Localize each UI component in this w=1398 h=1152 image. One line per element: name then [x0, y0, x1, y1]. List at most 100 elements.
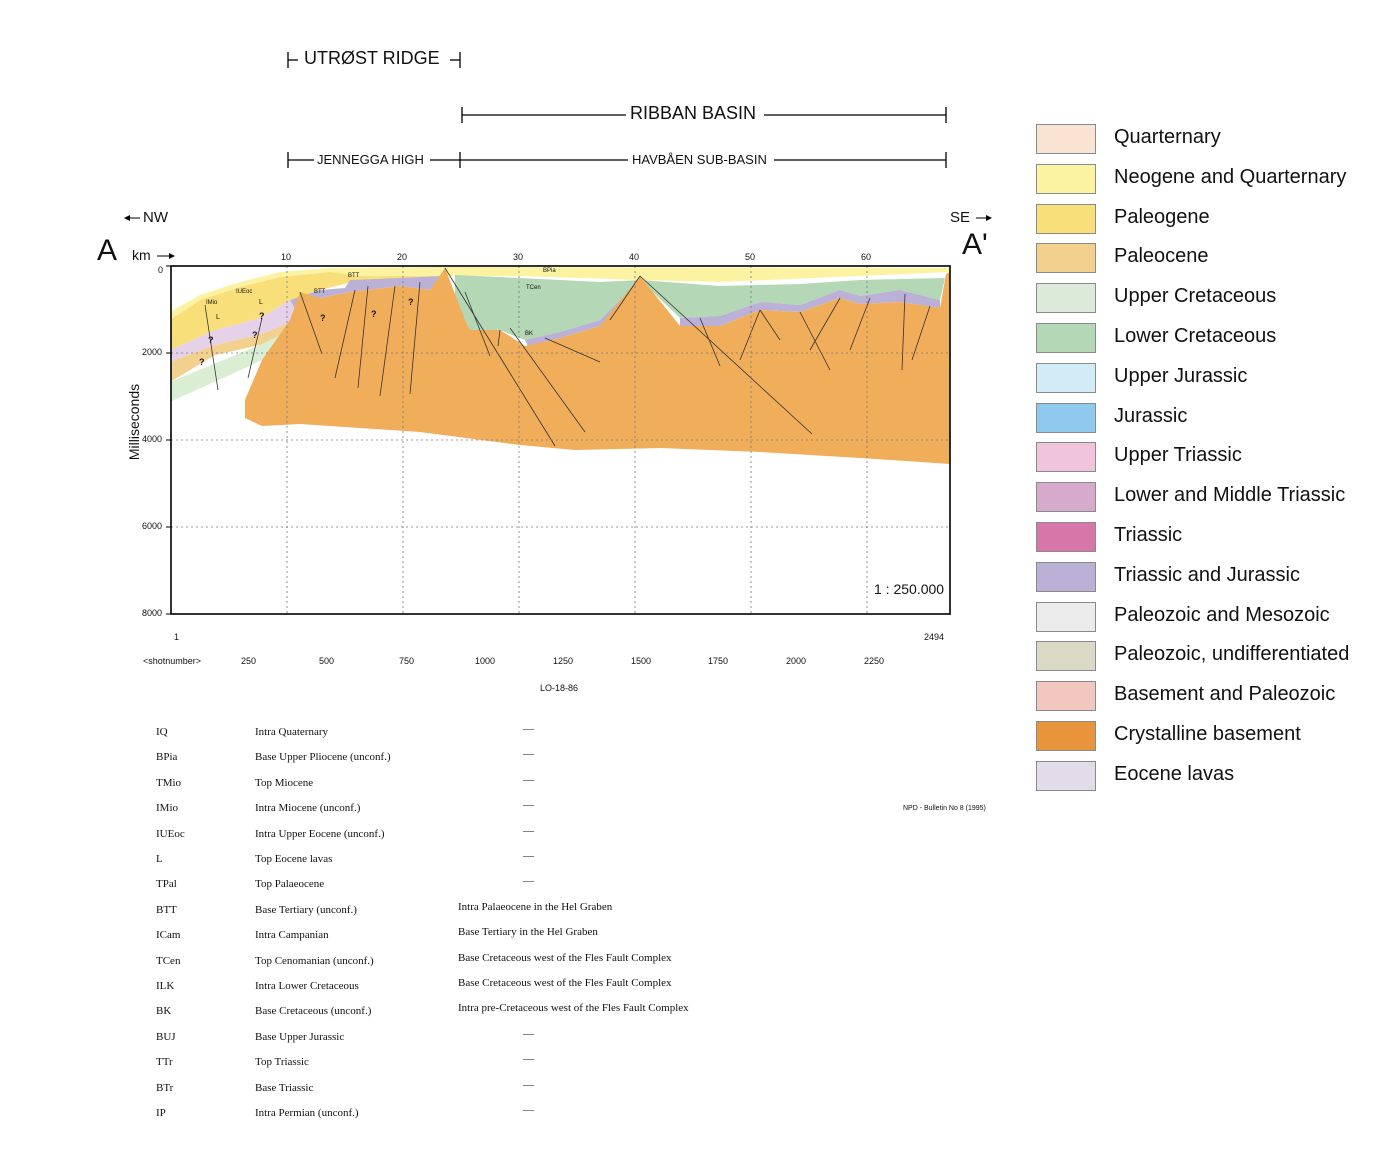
horizon-name: Intra Upper Eocene (unconf.) [255, 827, 385, 840]
horizon-note: Base Cretaceous west of the Fles Fault C… [458, 951, 672, 964]
horizon-code: L [156, 853, 163, 865]
legend-label: Basement and Paleozoic [1114, 683, 1336, 706]
horizon-name: Top Eocene lavas [255, 853, 333, 865]
legend-item: Jurassic [1036, 401, 1396, 433]
section-start-label: A [97, 234, 118, 267]
legend-item: Paleocene [1036, 241, 1396, 274]
legend-label: Paleogene [1114, 205, 1210, 228]
horizon-code: TCen [156, 954, 181, 967]
horizon-note: — [523, 1078, 534, 1091]
shot-tick: 2250 [864, 656, 885, 666]
legend-item: Paleozoic and Mesozoic [1036, 600, 1396, 632]
grid [171, 266, 950, 614]
shot-tick: 1500 [631, 656, 652, 666]
nw-label: NW [143, 209, 168, 226]
jennegga-high-label: JENNEGGA HIGH [317, 152, 424, 167]
shot-last: 2494 [924, 632, 945, 642]
horizon-note: Base Cretaceous west of the Fles Fault C… [458, 977, 672, 989]
legend-label: Upper Cretaceous [1114, 285, 1277, 308]
l-tag: L [216, 314, 220, 321]
legend-swatch [1036, 163, 1096, 194]
horizon-code: BTr [156, 1081, 174, 1094]
header-bars [124, 52, 992, 221]
question-tag: ? [208, 335, 214, 345]
horizon-note: — [523, 1104, 534, 1116]
horizon-note: — [523, 723, 534, 735]
legend-swatch [1036, 641, 1096, 672]
legend-swatch [1036, 522, 1096, 552]
horizon-code: BTT [156, 903, 177, 916]
legend-swatch [1036, 561, 1096, 592]
horizon-note: — [523, 1053, 534, 1066]
l-tag: L [259, 299, 263, 306]
horizon-code: ICam [156, 929, 181, 942]
triassic-jurassic-c [290, 276, 440, 318]
horizon-code: IQ [156, 726, 168, 738]
utrost-ridge-label: UTRØST RIDGE [304, 48, 440, 68]
legend-item: Upper Jurassic [1036, 361, 1396, 393]
horizon-note: Base Tertiary in the Hel Graben [458, 926, 598, 939]
horizon-name: Base Triassic [255, 1081, 314, 1094]
shot-tick: 1250 [553, 656, 574, 666]
legend-swatch [1036, 482, 1096, 513]
fault-lines [204, 267, 931, 447]
km-tick: 40 [629, 252, 640, 262]
horizon-code: TMio [156, 776, 182, 789]
shot-tick: 1750 [708, 656, 729, 666]
legend-label: Upper Triassic [1114, 444, 1242, 467]
cross-section [166, 265, 951, 615]
question-tag: ? [252, 330, 258, 340]
horizon-code: IUEoc [156, 827, 185, 840]
btt-tag: BTT [348, 273, 360, 279]
horizon-code: BUJ [156, 1030, 176, 1043]
shot-tick: 1000 [475, 656, 496, 666]
bpia-tag: BPia [543, 268, 556, 274]
horizon-name: Intra Quaternary [255, 726, 328, 738]
horizon-note: — [523, 875, 534, 888]
legend-label: Paleozoic and Mesozoic [1114, 603, 1330, 626]
ms-tick: 2000 [142, 347, 163, 357]
horizon-name: Intra Miocene (unconf.) [255, 802, 361, 815]
km-tick: 60 [861, 252, 872, 262]
horizon-note: Intra pre-Cretaceous west of the Fles Fa… [458, 1002, 689, 1015]
legend-label: Quarternary [1114, 126, 1221, 148]
source-note: NPD - Bulletin No 8 (1995) [903, 805, 986, 812]
legend-item: Eocene lavas [1036, 759, 1396, 791]
legend-item: Paleozoic, undifferentiated [1036, 639, 1396, 672]
ms-tick: 4000 [142, 434, 163, 444]
triassic-jurassic-a [525, 280, 640, 346]
crystalline-basement [245, 268, 950, 464]
legend-label: Eocene lavas [1114, 762, 1235, 785]
km-label: km [132, 247, 151, 263]
legend-swatch [1036, 203, 1096, 234]
scale-label: 1 : 250.000 [874, 581, 945, 597]
question-tag: ? [408, 297, 414, 307]
shot-axis-label: <shotnumber> [143, 656, 202, 666]
horizon-code: BPia [156, 751, 178, 764]
legend-swatch [1036, 442, 1096, 473]
horizon-code: IP [156, 1107, 166, 1119]
iueoc-tag: IUEoc [236, 289, 253, 295]
legend-label: Crystalline basement [1114, 723, 1301, 745]
btt-tag: BTT [314, 289, 326, 295]
horizon-note: — [523, 824, 534, 837]
legend-item: Upper Triassic [1036, 440, 1396, 473]
shot-first: 1 [174, 632, 180, 642]
legend-label: Triassic and Jurassic [1114, 563, 1300, 586]
legend-item: Lower and Middle Triassic [1036, 480, 1396, 513]
shot-tick: 2000 [786, 656, 807, 666]
horizon-code: BK [156, 1005, 172, 1018]
legend-label: Neogene and Quarternary [1114, 165, 1347, 188]
legend-swatch [1036, 601, 1096, 632]
paleogene-left [171, 269, 440, 350]
legend-label: Upper Jurassic [1114, 364, 1248, 387]
horizon-name: Base Upper Jurassic [255, 1030, 345, 1043]
shot-tick: 500 [319, 656, 335, 666]
shot-tick: 250 [241, 656, 257, 666]
seismic-line-name: LO-18-86 [540, 683, 579, 693]
havbaen-label: HAVBÅEN SUB-BASIN [632, 152, 767, 167]
horizon-name: Intra Campanian [255, 929, 329, 942]
horizon-note: Intra Palaeocene in the Hel Graben [458, 900, 613, 913]
horizon-name: Intra Permian (unconf.) [255, 1107, 359, 1119]
horizon-name: Intra Lower Cretaceous [255, 980, 359, 992]
